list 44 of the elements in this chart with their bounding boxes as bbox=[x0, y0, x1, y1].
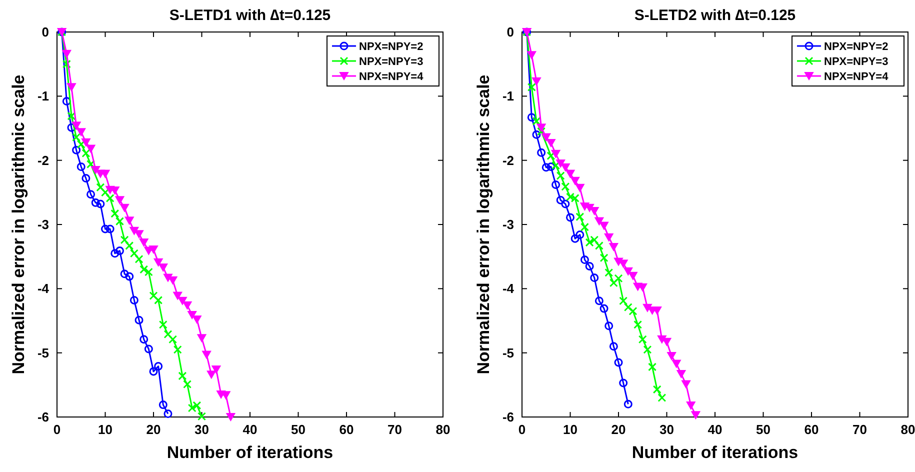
y-tick-label: -5 bbox=[37, 345, 49, 360]
x-tick-label: 70 bbox=[388, 422, 402, 437]
chart-title: S-LETD1 with ∆t=0.125 bbox=[169, 7, 331, 24]
y-tick-label: 0 bbox=[42, 24, 49, 40]
x-tick-label: 10 bbox=[98, 422, 112, 437]
x-tick-label: 60 bbox=[339, 422, 354, 437]
legend-label: NPX=NPY=3 bbox=[824, 56, 888, 68]
x-tick-label: 40 bbox=[708, 422, 722, 437]
x-tick-label: 80 bbox=[900, 422, 915, 437]
y-tick-label: -6 bbox=[502, 410, 514, 424]
x-axis-title: Number of iterations bbox=[166, 443, 334, 462]
y-tick-label: -4 bbox=[502, 281, 515, 296]
y-axis-title: Normalized error in logarithmic scale bbox=[9, 74, 28, 374]
y-tick-label: -1 bbox=[37, 88, 49, 104]
x-tick-label: 0 bbox=[53, 422, 61, 437]
x-tick-label: 80 bbox=[436, 422, 450, 437]
y-tick-label: -6 bbox=[37, 410, 49, 424]
y-tick-label: -3 bbox=[37, 217, 49, 232]
chart-title: S-LETD2 with ∆t=0.125 bbox=[634, 7, 796, 24]
y-tick-label: 0 bbox=[506, 24, 514, 40]
y-tick-label: -1 bbox=[502, 88, 514, 104]
y-tick-label: -5 bbox=[502, 345, 514, 360]
legend-label: NPX=NPY=4 bbox=[824, 71, 890, 83]
x-tick-label: 0 bbox=[518, 422, 526, 437]
y-tick-label: -2 bbox=[37, 152, 49, 168]
x-tick-label: 70 bbox=[852, 422, 867, 437]
legend-label: NPX=NPY=4 bbox=[359, 71, 424, 83]
x-tick-label: 20 bbox=[611, 422, 626, 437]
y-tick-label: -2 bbox=[502, 152, 514, 168]
legend-label: NPX=NPY=3 bbox=[359, 56, 424, 68]
x-tick-label: 50 bbox=[291, 422, 306, 437]
legend-label: NPX=NPY=2 bbox=[824, 41, 888, 53]
y-tick-label: -3 bbox=[502, 217, 514, 232]
x-tick-label: 40 bbox=[242, 422, 258, 437]
x-tick-label: 10 bbox=[563, 422, 578, 437]
x-tick-label: 20 bbox=[146, 422, 161, 437]
x-tick-label: 30 bbox=[194, 422, 209, 437]
x-tick-label: 50 bbox=[756, 422, 770, 437]
legend-label: NPX=NPY=2 bbox=[359, 41, 424, 53]
x-axis-title: Number of iterations bbox=[632, 443, 798, 462]
y-tick-label: -4 bbox=[37, 281, 50, 296]
x-tick-label: 30 bbox=[660, 422, 674, 437]
y-axis-title: Normalized error in logarithmic scale bbox=[474, 74, 493, 374]
x-tick-label: 60 bbox=[804, 422, 819, 437]
